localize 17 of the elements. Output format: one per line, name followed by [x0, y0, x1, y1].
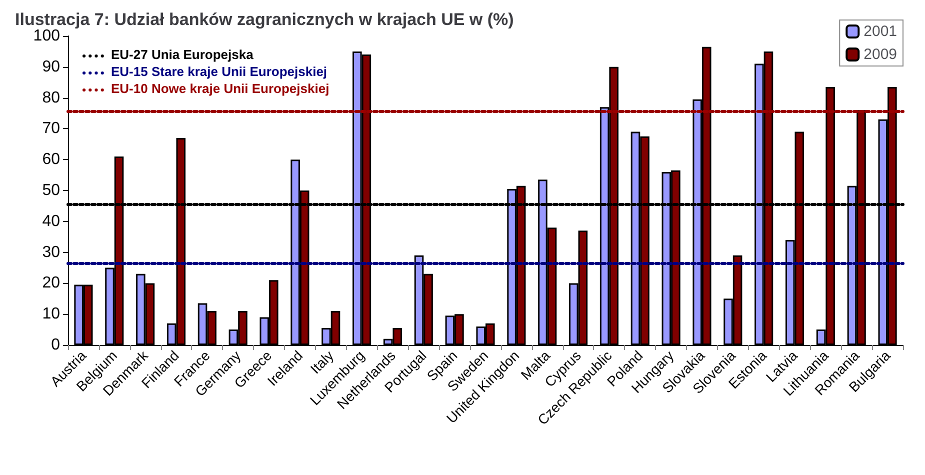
y-tick-label: 80 [42, 89, 60, 106]
legend-label: EU-15 Stare kraje Unii Europejskiej [111, 64, 328, 79]
y-tick-label: 90 [42, 58, 60, 76]
y-tick-label: 70 [42, 120, 60, 138]
legend-label: EU-27 Unia Europejska [111, 47, 254, 62]
chart-title: Ilustracja 7: Udział banków zagranicznych w krajach UE w (%) [15, 10, 514, 29]
legend-label: 2001 [864, 23, 898, 40]
legend-label: 2009 [864, 46, 898, 63]
legend-label: EU-10 Nowe kraje Unii Europejskiej [111, 81, 330, 96]
y-tick-label: 20 [42, 274, 60, 292]
y-tick-label: 10 [42, 306, 60, 323]
y-tick-label: 30 [42, 244, 60, 261]
y-tick-label: 40 [42, 212, 60, 230]
y-tick-label: 0 [51, 336, 60, 354]
y-tick-label: 100 [33, 28, 60, 44]
y-tick-label: 50 [42, 182, 60, 199]
y-tick-label: 60 [42, 151, 60, 168]
